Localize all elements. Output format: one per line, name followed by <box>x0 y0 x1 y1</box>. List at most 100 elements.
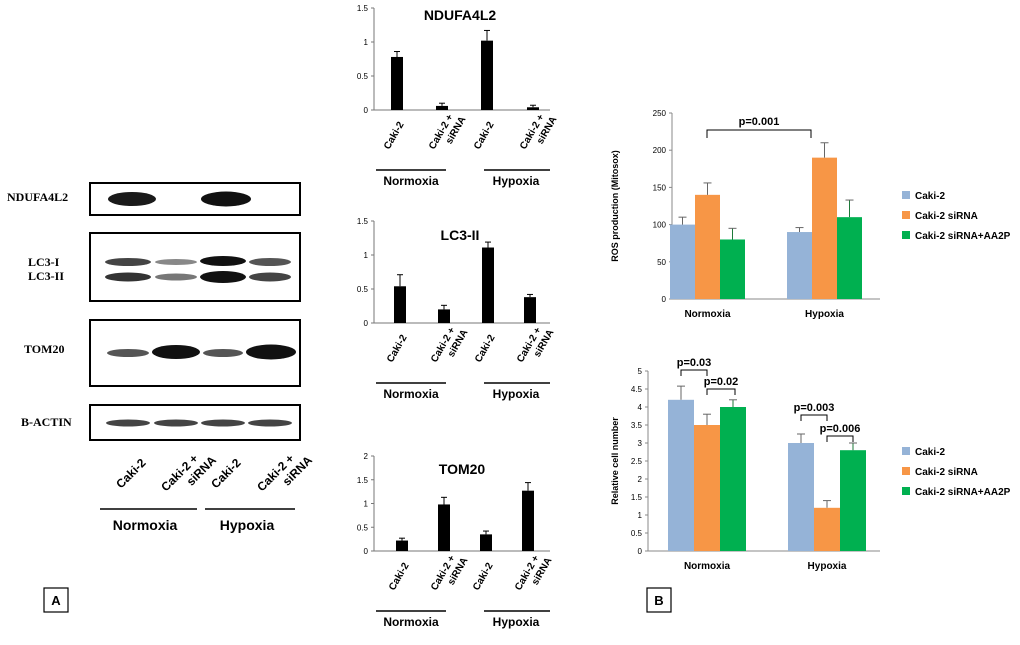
y-tick-label: 1 <box>364 500 369 509</box>
bar <box>481 40 493 110</box>
blot-label-lc3-ii: LC3-II <box>28 269 64 283</box>
legend-swatch <box>902 467 910 475</box>
group-label: Hypoxia <box>493 615 540 629</box>
band <box>201 191 251 207</box>
panel-a-label: A <box>51 593 61 608</box>
legend-label: Caki-2 siRNA+AA2P <box>915 231 1011 242</box>
legend-swatch <box>902 447 910 455</box>
ros-chart: 0 50 100 150 200 250 ROS production (Mitosox) N… <box>610 109 1011 320</box>
group-label: Normoxia <box>383 387 439 401</box>
category-label: Caki-2 +siRNA <box>513 550 554 599</box>
bar <box>480 534 492 551</box>
legend-label: Caki-2 siRNA+AA2P <box>915 487 1011 498</box>
band <box>201 419 245 427</box>
band <box>248 419 292 427</box>
band <box>107 349 149 357</box>
category-label: Caki-2 <box>385 333 410 365</box>
legend-swatch <box>902 487 910 495</box>
group-label: Normoxia <box>383 615 439 629</box>
y-tick-label: 1.5 <box>357 4 369 13</box>
bar <box>436 105 448 110</box>
y-tick-label: 0.5 <box>357 72 369 81</box>
legend-swatch <box>902 211 910 219</box>
category-label: Hypoxia <box>805 309 844 320</box>
cell-number-chart: 0 0.5 1 1.5 2 2.5 3 3.5 4 4.5 5 Relative cell numbe… <box>610 357 1011 572</box>
chart-title: LC3-II <box>441 227 480 243</box>
band <box>203 349 243 357</box>
legend-label: Caki-2 <box>915 191 945 202</box>
legend-label: Caki-2 <box>915 447 945 458</box>
category-label: Caki-2 +siRNA <box>427 109 468 158</box>
y-tick-label: 1 <box>638 511 643 520</box>
y-tick-label: 0.5 <box>631 529 643 538</box>
legend-label: Caki-2 siRNA <box>915 467 978 478</box>
y-tick-label: 0.5 <box>357 523 369 532</box>
significance-bracket <box>800 414 828 421</box>
group-label: Hypoxia <box>493 174 540 188</box>
band <box>200 271 246 283</box>
y-tick-label: 0.5 <box>357 285 369 294</box>
y-tick-label: 0 <box>364 319 369 328</box>
bar <box>788 443 814 551</box>
bar <box>524 297 536 323</box>
category-label: Caki-2 <box>382 120 407 152</box>
group-label: Hypoxia <box>493 387 540 401</box>
bar <box>720 239 745 299</box>
category-label: Caki-2 +siRNA <box>429 550 470 599</box>
y-tick-label: 2 <box>364 452 369 461</box>
y-tick-label: 2 <box>638 475 643 484</box>
p-value: p=0.02 <box>704 376 739 388</box>
y-tick-label: 1 <box>364 38 369 47</box>
p-value: p=0.03 <box>677 357 712 369</box>
y-tick-label: 1.5 <box>357 217 369 226</box>
group-label: Normoxia <box>113 517 178 533</box>
bar <box>396 540 408 551</box>
chart-title: NDUFA4L2 <box>424 7 497 23</box>
bar <box>527 107 539 110</box>
bar <box>670 224 695 299</box>
significance-bracket <box>706 388 736 395</box>
panel-b-label: B <box>654 593 663 608</box>
bar <box>438 309 450 323</box>
band <box>155 273 197 281</box>
band <box>154 419 198 427</box>
category-label: Caki-2 +siRNA <box>429 322 470 371</box>
lane-label: Caki-2 +siRNA <box>254 443 315 504</box>
blot-label-ndufa4l2: NDUFA4L2 <box>7 190 68 204</box>
band <box>152 345 200 359</box>
band <box>200 256 246 266</box>
bar <box>668 399 694 551</box>
y-tick-label: 4 <box>638 403 643 412</box>
lane-label: Caki-2 +siRNA <box>158 443 219 504</box>
y-tick-label: 0 <box>364 547 369 556</box>
category-label: Caki-2 <box>472 120 497 152</box>
blot-label-b-actin: B-ACTIN <box>21 415 72 429</box>
y-tick-label: 1 <box>364 251 369 260</box>
blot-lane-labels: Caki-2 Caki-2 +siRNA Caki-2 Caki-2 +siRN… <box>113 443 315 504</box>
band <box>155 259 197 265</box>
y-tick-label: 3 <box>638 439 643 448</box>
category-label: Caki-2 +siRNA <box>518 109 559 158</box>
y-tick-label: 200 <box>653 146 667 155</box>
y-tick-label: 0 <box>638 547 643 556</box>
band <box>105 272 151 282</box>
category-label: Normoxia <box>684 561 731 572</box>
bar <box>695 194 720 299</box>
category-label: Caki-2 <box>387 561 412 593</box>
bar <box>814 507 840 551</box>
western-blot: NDUFA4L2 LC3-I LC3-II TOM20 B-ACTIN <box>7 182 315 533</box>
category-label: Caki-2 <box>473 333 498 365</box>
y-axis-label: Relative cell number <box>610 417 620 505</box>
y-tick-label: 5 <box>638 367 643 376</box>
panel-a-box <box>43 587 69 613</box>
band <box>249 258 291 266</box>
bar <box>694 425 720 551</box>
panel-b-box <box>646 587 672 613</box>
chart-title: TOM20 <box>439 461 486 477</box>
category-label: Caki-2 <box>471 561 496 593</box>
y-tick-label: 4.5 <box>631 385 643 394</box>
bar <box>837 217 862 299</box>
